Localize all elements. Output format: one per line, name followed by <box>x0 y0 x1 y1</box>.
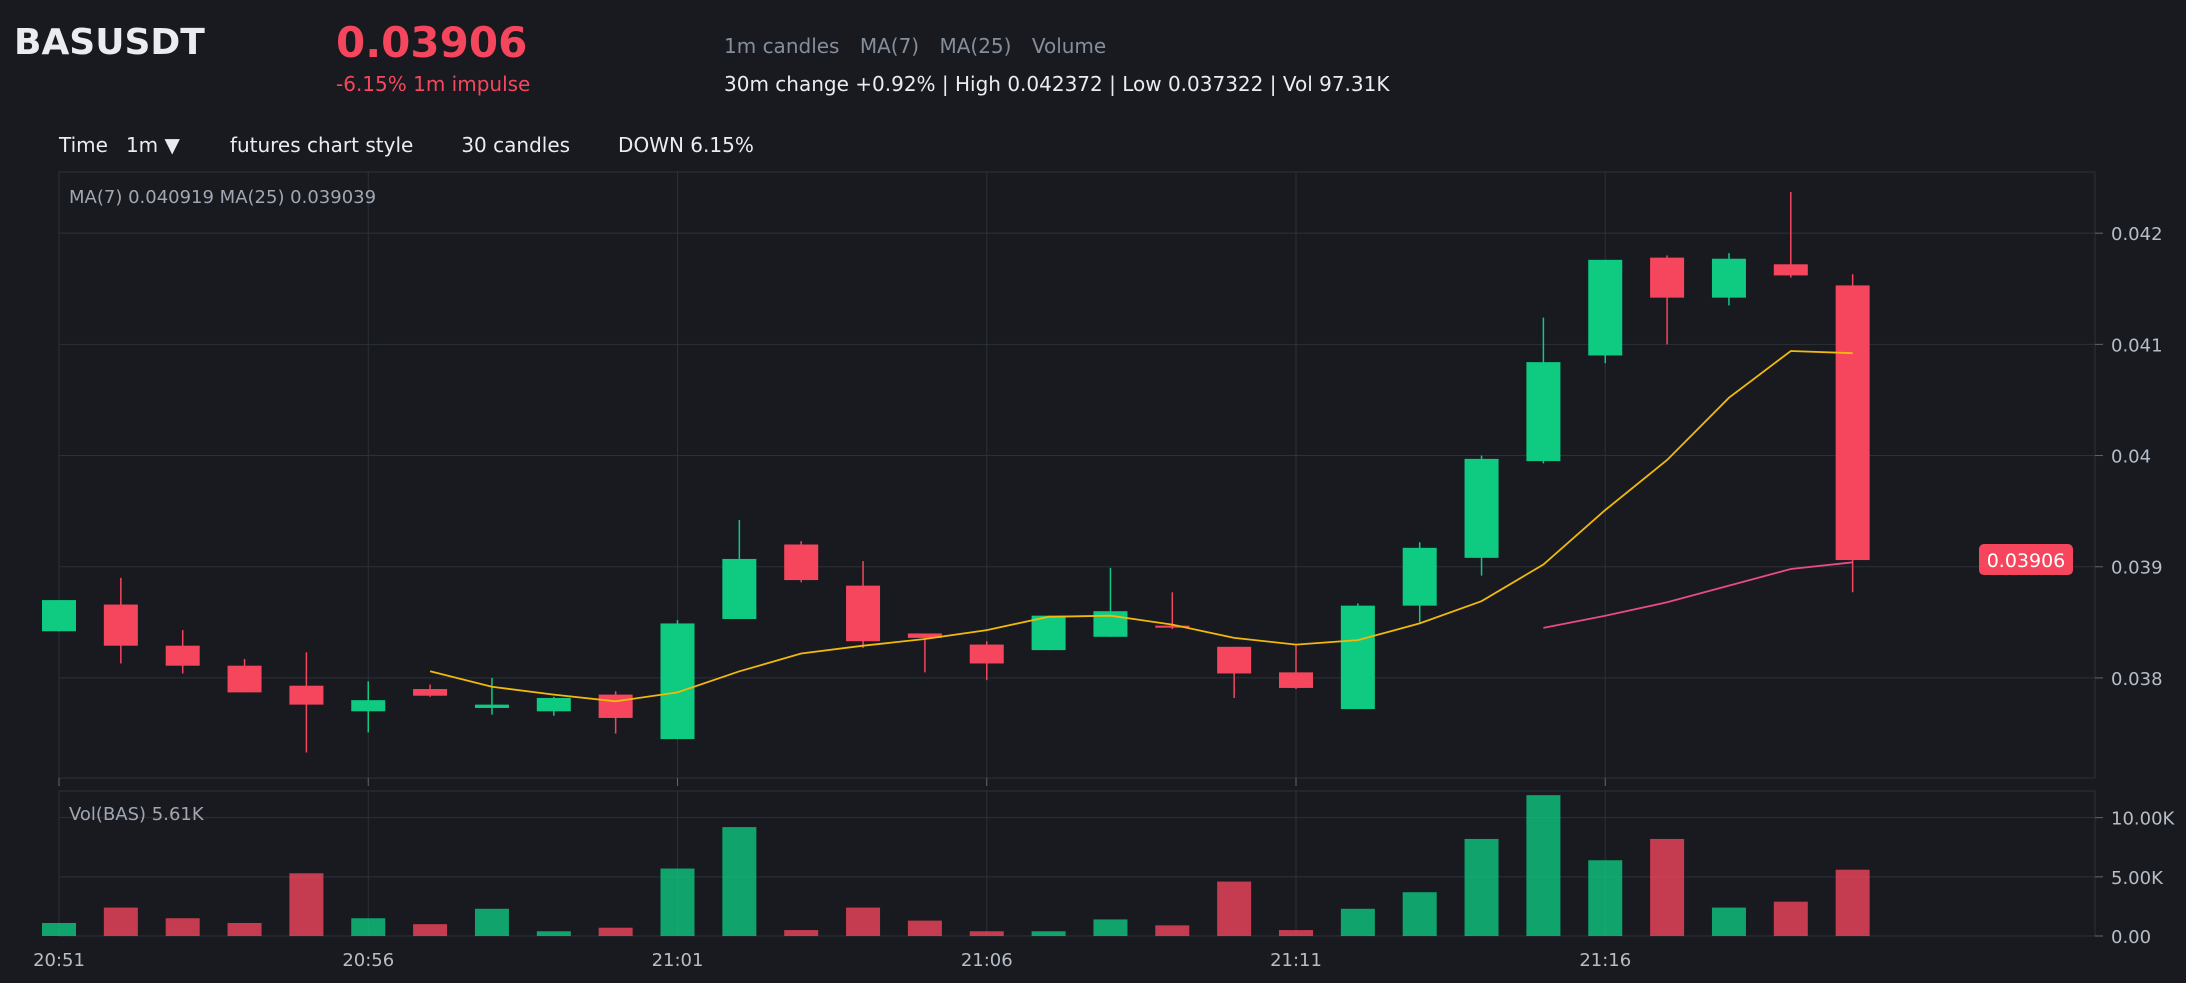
volume-bar <box>660 868 695 936</box>
volume-bar <box>969 931 1004 936</box>
candle-body <box>1217 646 1252 674</box>
candle-body <box>1031 615 1066 651</box>
volume-bar <box>351 918 386 936</box>
volume-bar <box>474 908 509 936</box>
interval-dropdown[interactable]: 1m ▼ <box>125 133 180 157</box>
chart-sublabels: 1m candles MA(7) MA(25) Volume <box>724 34 1120 58</box>
volume-bar <box>1650 838 1685 936</box>
time-tick-label: 21:06 <box>961 950 1013 971</box>
volume-bar <box>413 924 448 936</box>
candle-body <box>1279 672 1313 688</box>
candle-body <box>1835 285 1870 561</box>
candle-body <box>1340 605 1375 710</box>
candles-label: 1m candles <box>724 34 840 58</box>
volume-bar <box>1711 907 1746 936</box>
volume-bar <box>103 907 138 936</box>
style-toggle[interactable]: futures chart style <box>229 133 414 157</box>
volume-bar <box>598 927 633 936</box>
time-tick-label: 20:56 <box>342 950 394 971</box>
volume-bar <box>846 907 881 936</box>
current-price: 0.03906 <box>336 18 528 67</box>
volume-bar <box>1093 919 1128 936</box>
volume-label: Volume <box>1031 34 1107 58</box>
candle-body <box>784 544 819 581</box>
volume-tick-label: 10.00K <box>2111 809 2176 830</box>
volume-bar <box>1031 931 1066 936</box>
volume-bar <box>1588 860 1623 936</box>
candle-body <box>1650 257 1685 298</box>
candle-body <box>351 700 386 712</box>
volume-bar <box>1773 901 1808 936</box>
time-tick-label: 21:16 <box>1579 950 1631 971</box>
ma25-label: MA(25) <box>939 34 1012 58</box>
time-tick-label: 21:11 <box>1270 950 1322 971</box>
volume-tick-label: 0.00 <box>2111 927 2151 948</box>
volume-legend: Vol(BAS) 5.61K <box>69 804 205 825</box>
price-tick-label: 0.038 <box>2111 669 2163 690</box>
volume-tick-label: 5.00K <box>2111 868 2164 889</box>
volume-bar <box>289 873 324 936</box>
candle-body <box>907 633 942 638</box>
price-tick-label: 0.041 <box>2111 335 2163 356</box>
candle-body <box>42 600 76 632</box>
candle-body <box>474 704 509 708</box>
candle-body <box>165 645 200 666</box>
time-label: Time <box>59 133 108 157</box>
volume-bar <box>722 827 757 936</box>
time-tick-label: 21:01 <box>652 950 704 971</box>
volume-bar <box>784 930 819 936</box>
volume-bar <box>907 920 942 936</box>
candle-body <box>413 689 448 696</box>
candle-body <box>227 665 262 693</box>
price-tick-label: 0.039 <box>2111 558 2163 579</box>
volume-bar <box>1155 925 1190 936</box>
symbol-title: BASUSDT <box>14 22 205 63</box>
volume-bar <box>1835 869 1870 936</box>
candle-body <box>598 694 633 718</box>
price-tick-label: 0.04 <box>2111 447 2151 468</box>
candle-body <box>660 623 695 740</box>
candle-body <box>722 558 757 619</box>
price-panel-frame <box>58 171 2096 779</box>
candle-count[interactable]: 30 candles <box>461 133 571 157</box>
candle-body <box>1711 258 1746 298</box>
last-price-badge <box>1979 544 2073 576</box>
volume-bar <box>1217 881 1252 936</box>
candle-body <box>103 604 138 646</box>
volume-bar <box>1402 892 1437 936</box>
candle-body <box>969 644 1004 664</box>
ma25-line <box>1543 561 1853 629</box>
impulse-change: -6.15% 1m impulse <box>336 72 531 96</box>
candle-body <box>289 685 324 705</box>
direction-badge: DOWN 6.15% <box>618 133 754 157</box>
volume-bar <box>1340 908 1375 936</box>
stats-line: 30m change +0.92% | High 0.042372 | Low … <box>724 72 1390 96</box>
ma7-label: MA(7) <box>859 34 920 58</box>
candle-body <box>1773 264 1808 276</box>
volume-bar <box>42 922 76 936</box>
ma-legend: MA(7) 0.040919 MA(25) 0.039039 <box>69 187 376 208</box>
volume-bar <box>536 931 571 936</box>
price-tick-label: 0.042 <box>2111 224 2163 245</box>
last-price-label: 0.03906 <box>1987 550 2066 572</box>
candle-body <box>536 697 571 712</box>
volume-bar <box>165 918 200 936</box>
volume-bar <box>1464 838 1499 936</box>
candle-body <box>1588 259 1623 356</box>
chart-toolbar: Time 1m ▼ futures chart style 30 candles DOW… <box>59 133 802 157</box>
candle-body <box>1526 362 1561 462</box>
time-tick-label: 20:51 <box>33 950 85 971</box>
candle-body <box>846 585 881 642</box>
candle-body <box>1464 458 1499 558</box>
candle-body <box>1402 547 1437 606</box>
volume-bar <box>227 922 262 936</box>
volume-bar <box>1279 930 1313 936</box>
candle-body <box>1155 625 1190 628</box>
volume-bar <box>1526 795 1561 936</box>
ma7-line <box>429 350 1853 703</box>
